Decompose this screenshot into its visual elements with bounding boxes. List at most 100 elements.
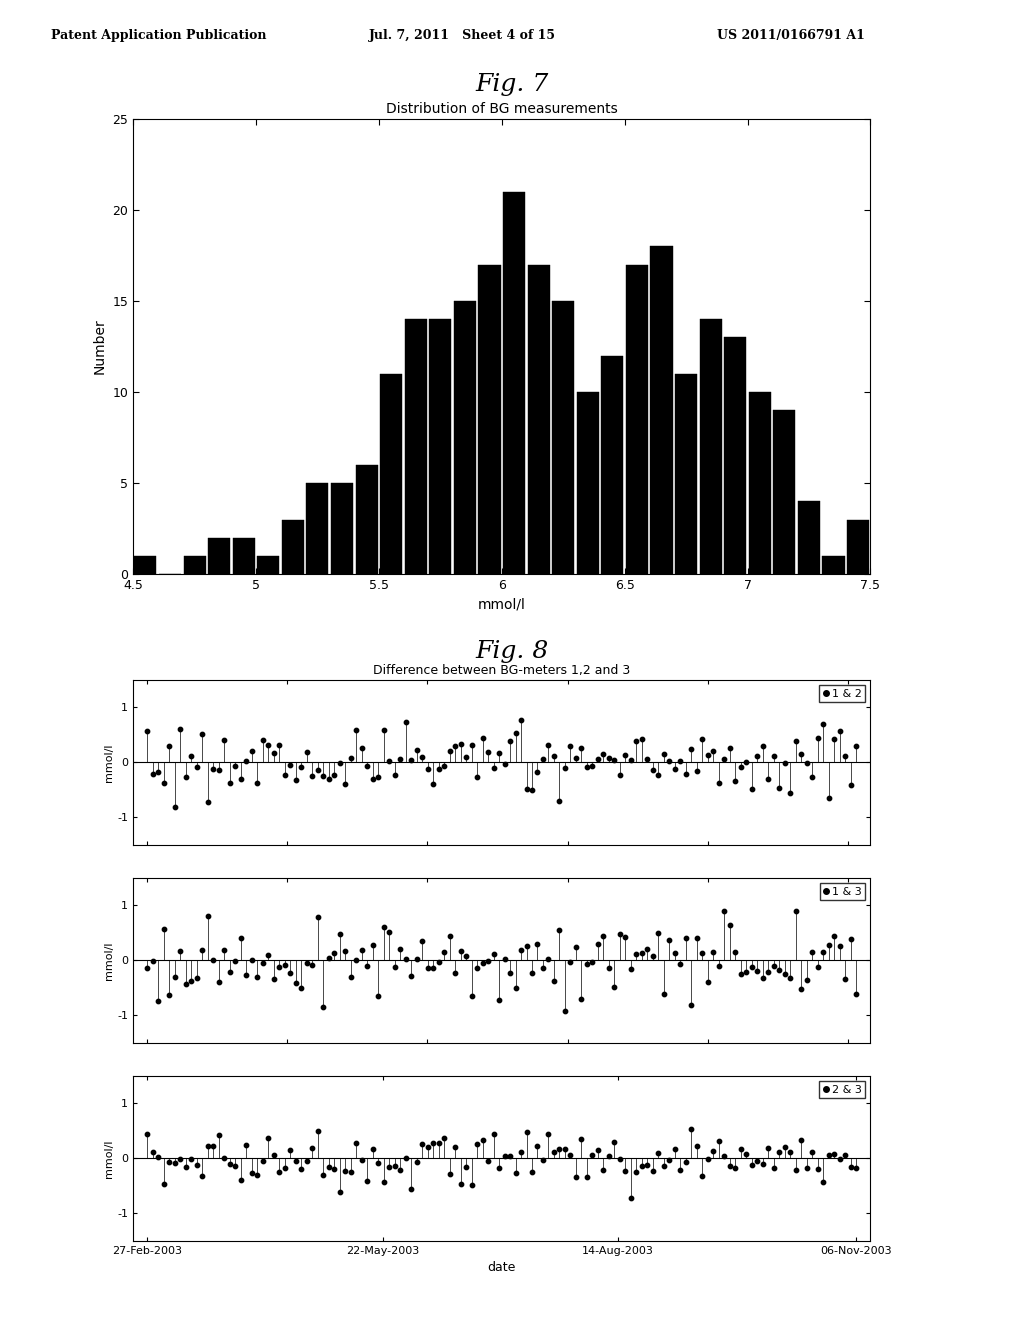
Point	[342, 966, 358, 987]
Point	[551, 919, 567, 940]
Point	[315, 997, 332, 1018]
Point	[232, 927, 249, 948]
Point	[469, 1134, 485, 1155]
Point	[177, 1156, 194, 1177]
Point	[716, 1146, 732, 1167]
Point	[227, 755, 244, 776]
Point	[282, 1139, 298, 1160]
Point	[348, 719, 365, 741]
Point	[216, 940, 232, 961]
Point	[650, 923, 667, 944]
Point	[760, 961, 776, 982]
Point	[750, 746, 766, 767]
Point	[650, 1143, 667, 1164]
Bar	[822, 556, 845, 574]
Point	[733, 756, 750, 777]
Point	[766, 744, 782, 766]
Point	[430, 1133, 446, 1154]
Point	[716, 900, 732, 921]
Point	[436, 1127, 453, 1148]
Point	[689, 760, 706, 781]
Point	[820, 935, 837, 956]
Point	[738, 751, 755, 772]
Point	[458, 1156, 474, 1177]
Point	[585, 755, 601, 776]
Point	[672, 954, 688, 975]
Point	[662, 750, 678, 771]
Point	[743, 956, 760, 977]
Point	[810, 1158, 826, 1179]
Bar	[601, 355, 624, 574]
Point	[782, 783, 799, 804]
Point	[518, 936, 535, 957]
Point	[156, 919, 172, 940]
Bar	[404, 319, 427, 574]
Point	[402, 750, 419, 771]
Point	[699, 972, 716, 993]
Point	[606, 750, 623, 771]
Point	[436, 941, 453, 962]
Point	[342, 1162, 358, 1183]
Point	[645, 759, 662, 780]
Point	[298, 953, 314, 974]
Point	[777, 964, 794, 985]
Point	[551, 1138, 567, 1159]
Point	[309, 907, 326, 928]
Point	[524, 780, 541, 801]
Text: US 2011/0166791 A1: US 2011/0166791 A1	[717, 29, 864, 42]
Point	[480, 950, 497, 972]
Point	[606, 977, 623, 998]
Point	[453, 940, 469, 961]
Point	[595, 1159, 611, 1180]
Point	[611, 924, 628, 945]
Point	[332, 1181, 348, 1203]
Point	[541, 735, 557, 756]
Point	[826, 1144, 843, 1166]
Point	[727, 770, 743, 791]
Point	[480, 1151, 497, 1172]
Point	[365, 768, 381, 789]
Text: Fig. 7: Fig. 7	[475, 73, 549, 95]
Point	[667, 759, 683, 780]
Point	[777, 752, 794, 774]
Point	[485, 1123, 502, 1144]
Legend: 1 & 2: 1 & 2	[819, 685, 865, 702]
Point	[623, 958, 639, 979]
Point	[535, 957, 551, 978]
Y-axis label: mmol/l: mmol/l	[104, 743, 115, 781]
Point	[557, 1001, 573, 1022]
Point	[409, 948, 425, 969]
Legend: 1 & 3: 1 & 3	[819, 883, 865, 900]
Bar	[773, 411, 796, 574]
Point	[513, 940, 529, 961]
Point	[750, 961, 766, 982]
Point	[755, 1154, 771, 1175]
Point	[755, 968, 771, 989]
Point	[370, 766, 386, 787]
Point	[265, 742, 282, 763]
Point	[200, 906, 216, 927]
Point	[799, 1158, 815, 1179]
Point	[831, 936, 848, 957]
Point	[271, 1162, 288, 1183]
Point	[529, 1135, 546, 1156]
Point	[469, 958, 485, 979]
Point	[150, 991, 166, 1012]
Point	[420, 759, 436, 780]
Point	[490, 742, 507, 763]
Point	[507, 977, 523, 998]
Bar	[798, 502, 820, 574]
Point	[381, 751, 397, 772]
Point	[562, 952, 579, 973]
Point	[567, 1167, 584, 1188]
Point	[843, 775, 859, 796]
Point	[200, 792, 216, 813]
Point	[150, 762, 166, 783]
Point	[497, 949, 513, 970]
Point	[738, 1143, 755, 1164]
Point	[293, 756, 309, 777]
Point	[507, 722, 523, 743]
Point	[557, 1139, 573, 1160]
Point	[232, 768, 249, 789]
Point	[672, 1159, 688, 1180]
